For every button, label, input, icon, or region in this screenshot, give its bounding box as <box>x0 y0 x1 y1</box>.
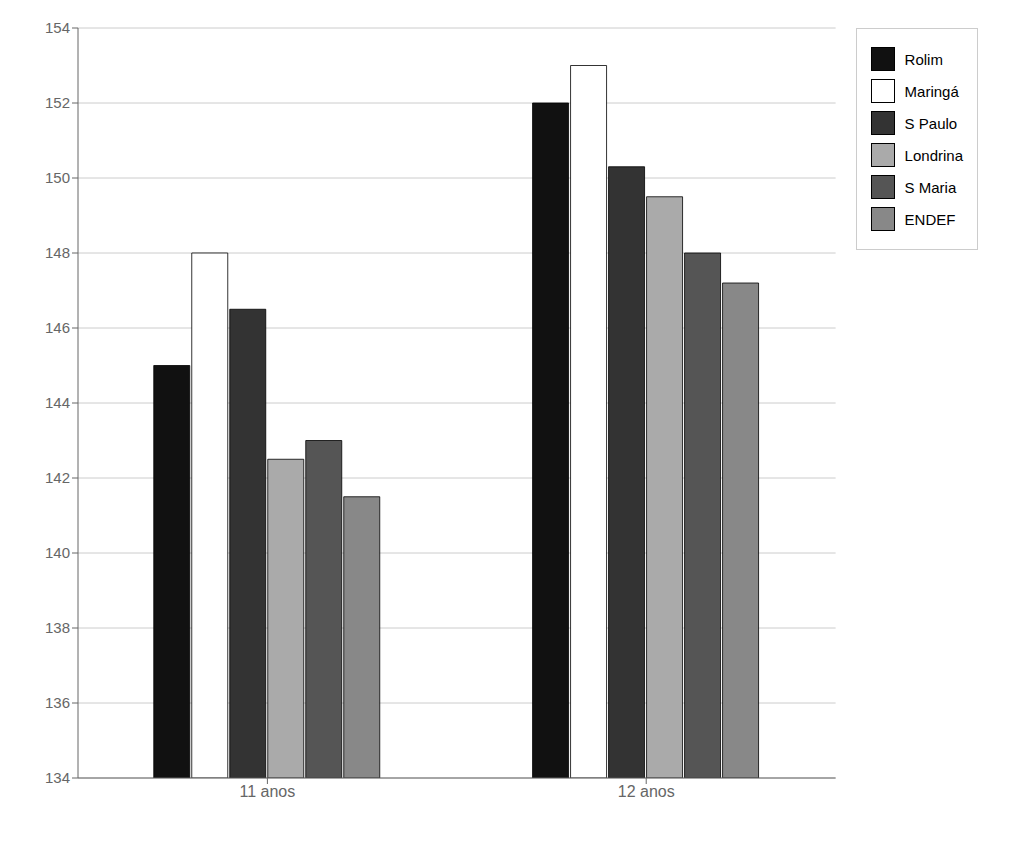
svg-text:138: 138 <box>45 619 70 636</box>
svg-text:11 anos: 11 anos <box>240 783 296 800</box>
svg-text:134: 134 <box>45 769 70 786</box>
svg-text:148: 148 <box>45 244 70 261</box>
svg-text:12 anos: 12 anos <box>618 783 675 800</box>
html-text:S Maria: S Maria <box>904 178 957 196</box>
svg-text:150: 150 <box>45 169 70 186</box>
svg-text:146: 146 <box>45 319 70 336</box>
svg-text:142: 142 <box>45 469 70 486</box>
svg-text:152: 152 <box>45 94 70 111</box>
svg-text:140: 140 <box>45 544 70 561</box>
html-text:Rolim: Rolim <box>904 50 943 68</box>
svg-text:154: 154 <box>45 19 70 36</box>
html-text:ENDEF: ENDEF <box>904 210 956 228</box>
svg-text:144: 144 <box>45 394 70 411</box>
html-text:Londrina: Londrina <box>904 146 963 164</box>
html-text:Maringá: Maringá <box>904 82 959 100</box>
svg-text:136: 136 <box>45 694 70 711</box>
html-text:S Paulo: S Paulo <box>904 114 958 132</box>
